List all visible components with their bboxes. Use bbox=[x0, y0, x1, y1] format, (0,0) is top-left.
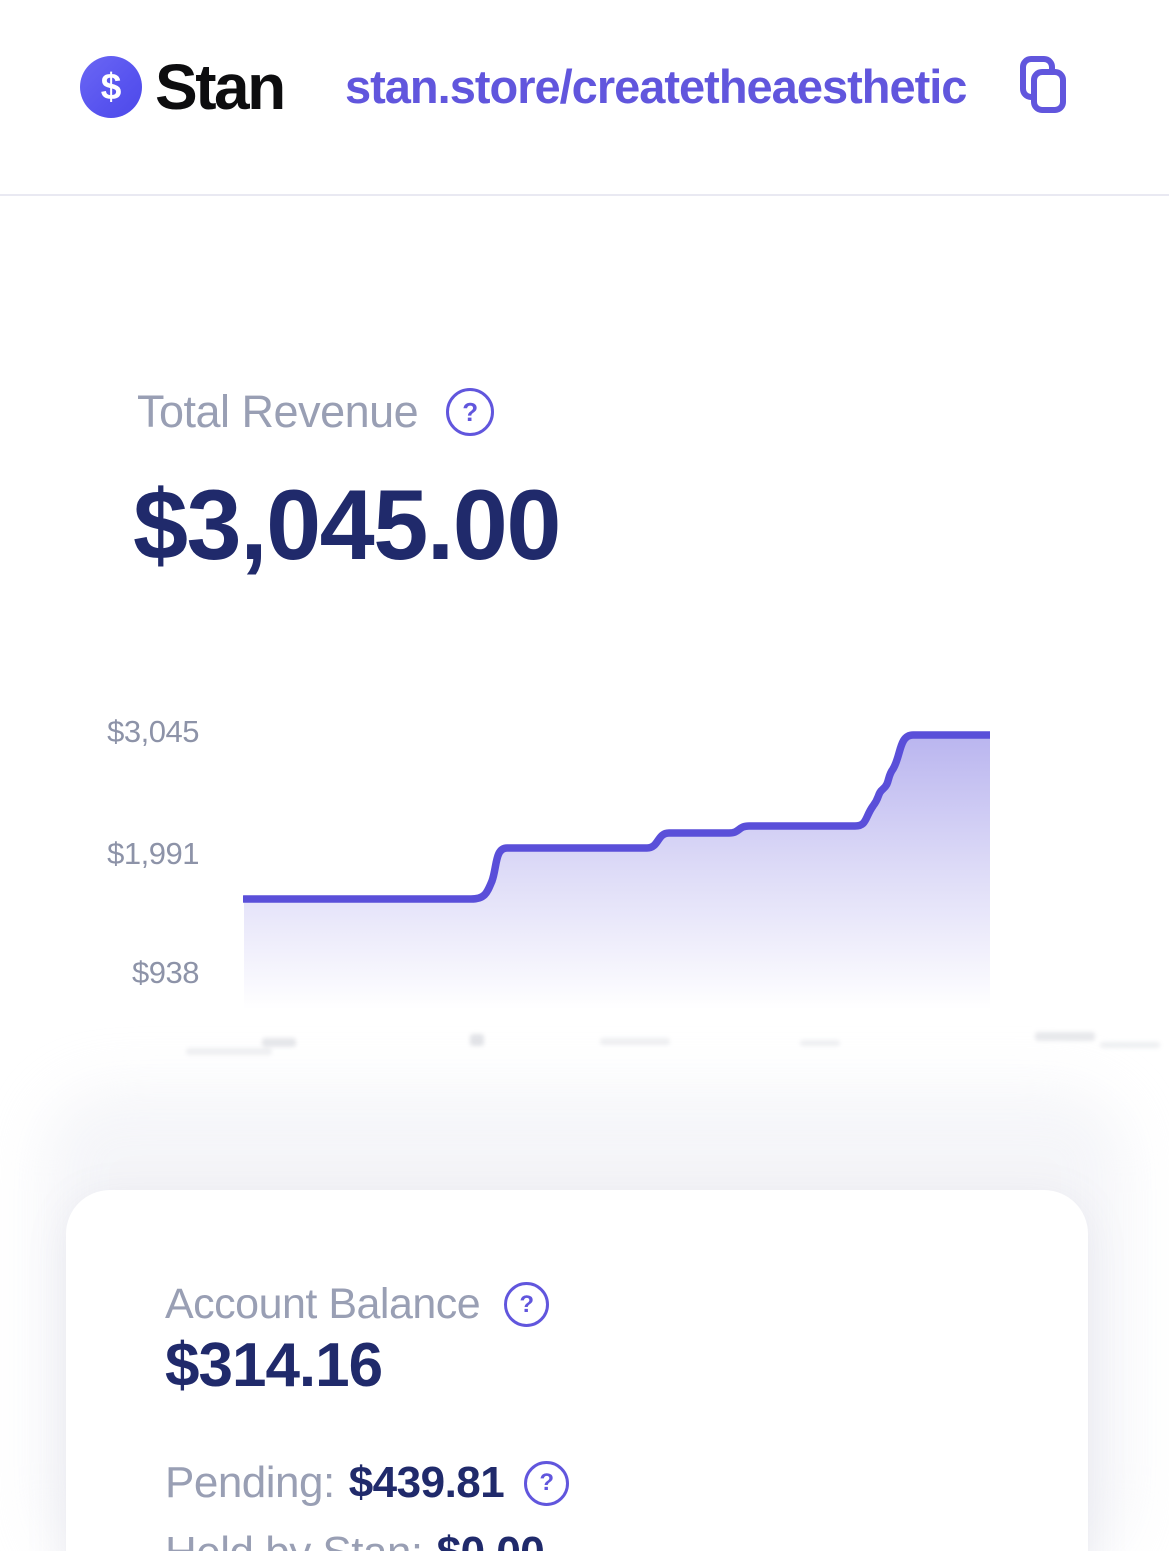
stan-logo[interactable]: $ Stan bbox=[80, 50, 286, 124]
account-balance-header: Account Balance ? bbox=[165, 1280, 550, 1329]
y-axis-tick-top: $3,045 bbox=[107, 714, 199, 749]
account-balance-label: Account Balance bbox=[165, 1280, 481, 1328]
copy-icon bbox=[1020, 56, 1066, 113]
held-by-stan-value: $0.00 bbox=[437, 1528, 545, 1551]
store-url-link[interactable]: stan.store/createtheaesthetic bbox=[345, 60, 967, 113]
held-by-stan-row: Held by Stan: $0.00 bbox=[165, 1528, 545, 1551]
pending-label: Pending: bbox=[165, 1458, 335, 1507]
held-by-stan-label: Held by Stan: bbox=[165, 1528, 423, 1551]
x-axis-smudge bbox=[600, 1038, 670, 1045]
pending-help-icon[interactable]: ? bbox=[524, 1460, 570, 1506]
x-axis-smudge bbox=[1100, 1042, 1160, 1048]
dollar-glyph: $ bbox=[100, 66, 122, 107]
x-axis-smudge bbox=[470, 1034, 484, 1046]
pending-value: $439.81 bbox=[348, 1458, 505, 1507]
copy-url-button[interactable] bbox=[1008, 52, 1074, 118]
x-axis-smudge bbox=[186, 1048, 272, 1055]
account-balance-value: $314.16 bbox=[165, 1331, 383, 1400]
total-revenue-header: Total Revenue ? bbox=[137, 386, 495, 438]
header-divider bbox=[0, 194, 1169, 196]
account-balance-card: Account Balance ? $314.16 Pending: $439.… bbox=[66, 1190, 1088, 1551]
x-axis-smudge bbox=[1035, 1032, 1095, 1041]
y-axis-tick-mid: $1,991 bbox=[107, 836, 199, 871]
x-axis-smudge bbox=[800, 1040, 840, 1046]
total-revenue-help-icon[interactable]: ? bbox=[446, 388, 495, 436]
chart-line bbox=[243, 731, 990, 903]
brand-name: Stan bbox=[155, 51, 286, 123]
total-revenue-label: Total Revenue bbox=[137, 386, 419, 437]
revenue-area-chart bbox=[243, 731, 990, 1010]
chart-area-fill bbox=[244, 735, 990, 1010]
pending-row: Pending: $439.81 ? bbox=[165, 1458, 570, 1508]
dollar-circle-icon: $ bbox=[80, 56, 142, 118]
total-revenue-value: $3,045.00 bbox=[133, 469, 561, 580]
x-axis-smudge bbox=[262, 1038, 296, 1047]
y-axis-tick-bottom: $938 bbox=[132, 955, 199, 990]
account-balance-help-icon[interactable]: ? bbox=[504, 1282, 550, 1327]
